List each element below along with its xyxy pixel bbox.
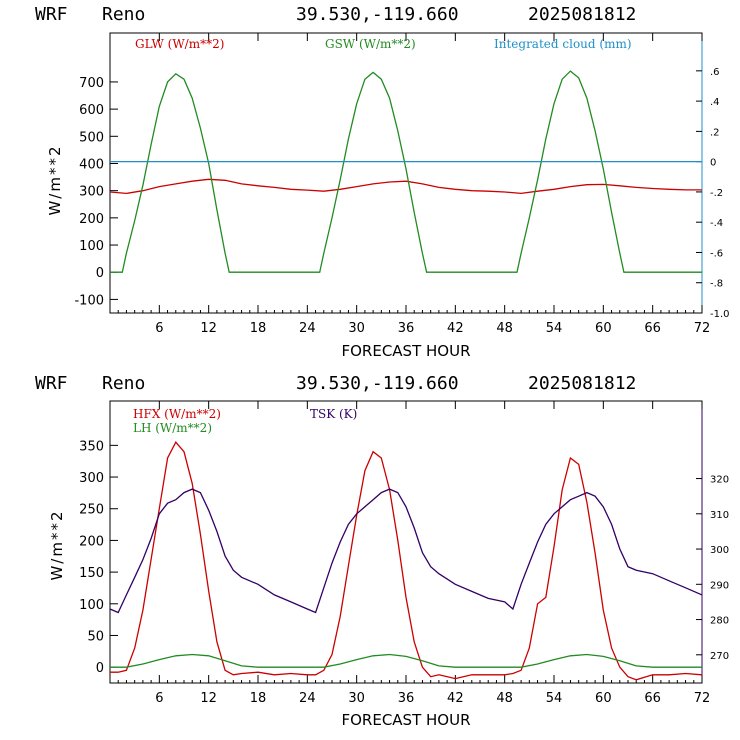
x-tick-label: 60 [595,691,612,706]
x-tick-label: 30 [348,691,365,706]
y-tick-label: 300 [79,185,104,200]
y2-tick-label: -1.0 [710,309,730,320]
y2-tick-label: .6 [710,67,720,78]
series-line [110,441,702,681]
model-label: WRF [35,373,68,394]
model-label: WRF [35,4,68,25]
x-axis-label: FORECAST HOUR [341,711,470,729]
x-tick-label: 18 [250,321,267,336]
y2-tick-label: 0 [710,158,716,169]
y-axis-label: W/m**2 [48,509,66,580]
y2-tick-label: 310 [710,510,729,521]
x-tick-label: 60 [595,321,612,336]
coordinates-label: 39.530,-119.660 [296,373,459,394]
legend-entry: LH (W/m**2) [133,421,212,435]
y-tick-label: 600 [79,103,104,118]
x-tick-label: 36 [398,321,415,336]
y-tick-label: 300 [79,471,104,486]
y-tick-label: 0 [96,266,104,281]
y2-tick-label: 280 [710,616,729,627]
y2-tick-label: 290 [710,580,729,591]
legend-entry: HFX (W/m**2) [133,407,221,421]
y-tick-label: 150 [79,566,104,581]
y2-tick-label: -.2 [710,188,723,199]
y2-tick-label: 320 [710,475,729,486]
init-time-label: 2025081812 [528,373,636,394]
legend-entry: TSK (K) [310,407,357,421]
station-label: Reno [102,373,145,394]
y-tick-label: 250 [79,503,104,518]
top-chart-panel: 6 12 18 24 30 36 42 48 54 60 66 72 -100 0 100 200 300 400… [46,32,730,360]
plot-frame [109,32,703,314]
init-time-label: 2025081812 [528,4,636,25]
series-line [110,70,702,273]
x-tick-label: 48 [496,691,513,706]
x-tick-label: 30 [348,321,365,336]
x-tick-label: 54 [546,321,563,336]
legend-entry: Integrated cloud (mm) [494,37,632,51]
y-tick-label: 400 [79,157,104,172]
x-tick-label: 66 [644,691,661,706]
y-tick-label: 50 [87,629,104,644]
y-tick-label: 100 [79,598,104,613]
x-tick-label: 42 [447,691,464,706]
x-tick-label: 48 [496,321,513,336]
y2-tick-label: -.6 [710,248,723,259]
x-tick-label: 72 [694,321,711,336]
bottom-panel-header: WRF Reno 39.530,-119.660 2025081812 [35,373,636,394]
x-tick-label: 72 [694,691,711,706]
x-tick-label: 18 [250,691,267,706]
y2-tick-label: .4 [710,97,720,108]
x-tick-label: 36 [398,691,415,706]
y-tick-label: 100 [79,239,104,254]
y-tick-label: 200 [79,534,104,549]
x-axis-label: FORECAST HOUR [341,342,470,360]
y2-tick-label: -.8 [710,279,723,290]
x-tick-label: 6 [155,691,163,706]
bottom-chart-panel: 6 12 18 24 30 36 42 48 54 60 66 72 0 50 100 150 200 250 30… [48,400,729,729]
y-tick-label: -100 [74,293,104,308]
y-tick-label: 500 [79,130,104,145]
x-tick-label: 12 [200,321,217,336]
y-tick-label: 700 [79,76,104,91]
coordinates-label: 39.530,-119.660 [296,4,459,25]
plot-frame [109,400,703,684]
y-tick-label: 0 [96,661,104,676]
x-tick-label: 66 [644,321,661,336]
y2-tick-label: 270 [710,651,729,662]
series-line [110,488,702,614]
y2-tick-label: -.4 [710,218,723,229]
y2-tick-label: 300 [710,545,729,556]
x-tick-label: 54 [546,691,563,706]
top-panel-header: WRF Reno 39.530,-119.660 2025081812 [35,4,636,25]
legend-entry: GSW (W/m**2) [325,37,416,51]
series-line [110,653,702,668]
y-tick-label: 200 [79,212,104,227]
x-tick-label: 12 [200,691,217,706]
y-axis-label: W/m**2 [46,144,64,215]
x-tick-label: 24 [299,321,316,336]
x-tick-label: 42 [447,321,464,336]
y2-tick-label: .2 [710,127,720,138]
x-tick-label: 6 [155,321,163,336]
legend-entry: GLW (W/m**2) [135,37,224,51]
series-line [110,178,702,195]
station-label: Reno [102,4,145,25]
x-tick-label: 24 [299,691,316,706]
y-tick-label: 350 [79,439,104,454]
